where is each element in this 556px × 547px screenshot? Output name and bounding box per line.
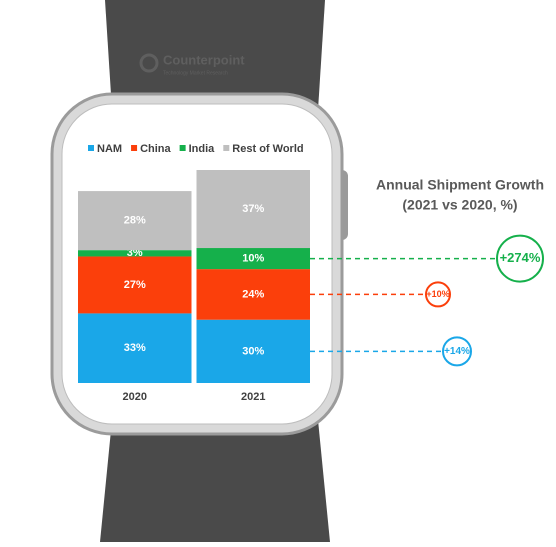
bar-segment bbox=[78, 191, 192, 251]
data-label: 33% bbox=[124, 342, 146, 354]
data-label: 30% bbox=[242, 345, 264, 357]
bar-segment bbox=[196, 248, 310, 270]
bar-segment bbox=[78, 256, 192, 314]
bar-segment bbox=[78, 250, 192, 257]
bar-segment bbox=[78, 313, 192, 383]
growth-label: +14% bbox=[444, 346, 470, 357]
x-tick-label: 2020 bbox=[123, 391, 147, 403]
callout-circle bbox=[496, 234, 544, 283]
bar-segment bbox=[196, 269, 310, 320]
callout-circle bbox=[442, 336, 472, 367]
annotation-title: (2021 vs 2020, %) bbox=[402, 197, 517, 213]
data-label: 27% bbox=[124, 279, 146, 291]
legend-label: India bbox=[189, 143, 216, 155]
logo-subtitle: Technology Market Research bbox=[163, 70, 228, 76]
growth-label: +274% bbox=[500, 250, 541, 265]
bar-segment bbox=[196, 170, 310, 249]
growth-label: +10% bbox=[426, 289, 449, 299]
watch-strap bbox=[105, 0, 325, 110]
logo: Counterpoint bbox=[163, 52, 245, 67]
bar-segment bbox=[196, 319, 310, 383]
watch-strap bbox=[100, 420, 330, 542]
data-label: 24% bbox=[242, 288, 264, 300]
data-label: 3% bbox=[127, 247, 143, 259]
legend-swatch bbox=[223, 145, 230, 151]
legend-label: NAM bbox=[97, 143, 122, 155]
legend-swatch bbox=[179, 145, 186, 151]
callout-circle bbox=[425, 281, 451, 308]
annotation-title: Annual Shipment Growth bbox=[376, 177, 544, 193]
data-label: 37% bbox=[242, 203, 264, 215]
legend-label: China bbox=[140, 143, 171, 155]
data-label: 28% bbox=[124, 215, 146, 227]
logo-icon bbox=[139, 53, 159, 73]
x-tick-label: 2021 bbox=[241, 391, 265, 403]
legend-swatch bbox=[88, 145, 94, 151]
legend-swatch bbox=[131, 145, 138, 151]
data-label: 10% bbox=[242, 252, 264, 264]
legend-label: Rest of World bbox=[232, 143, 303, 155]
